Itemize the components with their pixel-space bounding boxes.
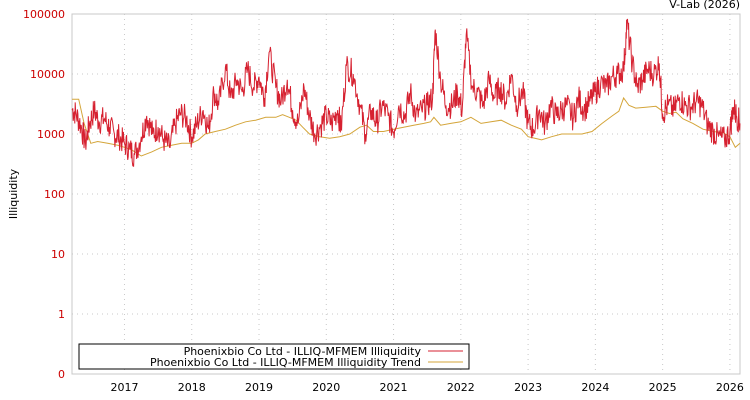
x-tick-label: 2026 [716, 381, 744, 394]
trend-series-line [72, 96, 741, 157]
chart-credit: V-Lab (2026) [669, 0, 740, 11]
x-tick-label: 2025 [649, 381, 677, 394]
y-tick-label: 1 [58, 308, 65, 321]
plot-area-border [71, 13, 741, 375]
legend-label-illiquidity: Phoenixbio Co Ltd - ILLIQ-MFMEM Illiquid… [184, 345, 422, 358]
y-tick-label: 100000 [23, 8, 65, 21]
y-tick-label: 10000 [30, 68, 65, 81]
legend: Phoenixbio Co Ltd - ILLIQ-MFMEM Illiquid… [78, 343, 470, 370]
x-tick-label: 2018 [178, 381, 206, 394]
legend-box [78, 343, 470, 370]
x-tick-label: 2022 [447, 381, 475, 394]
x-axis-ticks: 2017 2018 2019 2020 2021 2022 2023 2024 2025 2026 [110, 381, 743, 394]
x-tick-label: 2020 [312, 381, 340, 394]
x-tick-label: 2019 [245, 381, 273, 394]
x-tick-label: 2021 [380, 381, 408, 394]
illiquidity-series-line [71, 18, 741, 167]
x-tick-label: 2023 [514, 381, 542, 394]
y-tick-label: 0 [58, 368, 65, 381]
y-tick-label: 10 [51, 248, 65, 261]
y-tick-label: 1000 [37, 128, 65, 141]
y-axis-title: Illiquidity [7, 168, 20, 219]
chart-grid [72, 14, 740, 374]
x-tick-label: 2017 [110, 381, 138, 394]
y-tick-label: 100 [44, 188, 65, 201]
x-tick-label: 2024 [581, 381, 609, 394]
legend-label-trend: Phoenixbio Co Ltd - ILLIQ-MFMEM Illiquid… [150, 356, 421, 369]
